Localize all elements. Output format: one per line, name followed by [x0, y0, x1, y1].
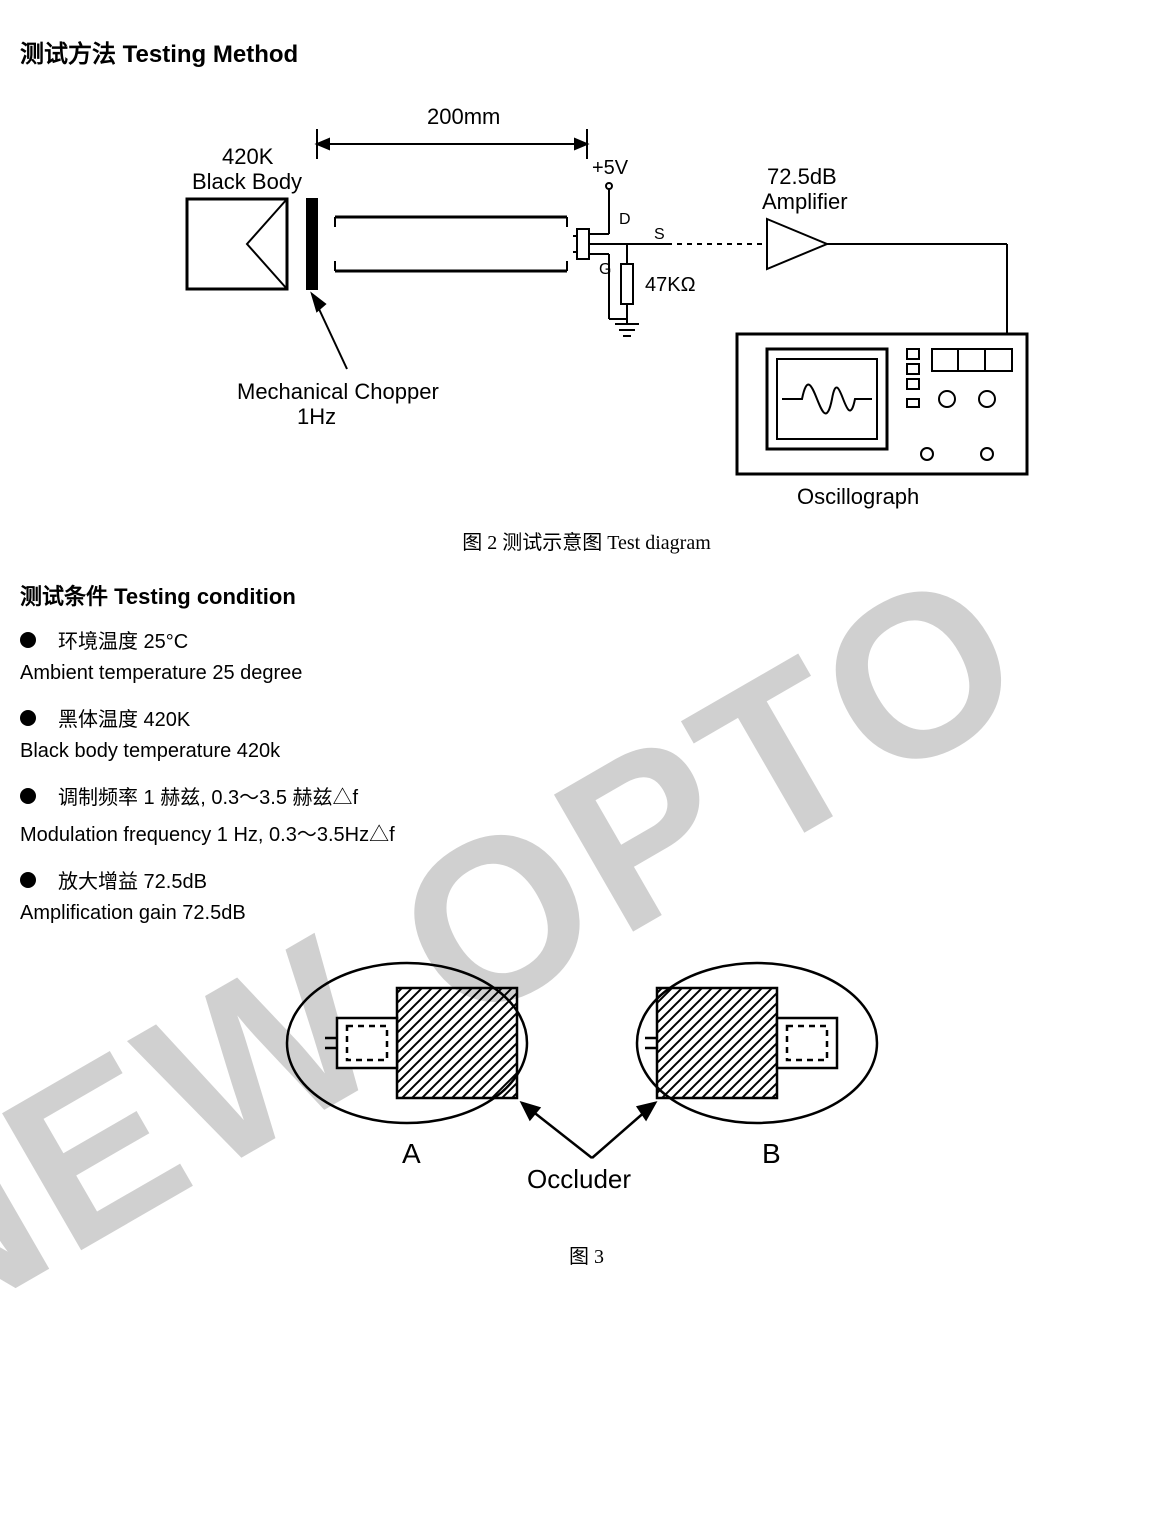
condition-en: Amplification gain 72.5dB — [20, 902, 1153, 925]
bullet-icon — [20, 788, 36, 804]
condition-item: 调制频率 1 赫兹, 0.3～3.5 赫兹△f — [20, 781, 1153, 810]
test-diagram-figure: 200mm 420K Black Body — [80, 89, 1153, 514]
pin-d-label: D — [619, 211, 631, 228]
condition-en: Modulation frequency 1 Hz, 0.3～3.5Hz△f — [20, 818, 1153, 847]
label-a: A — [402, 1138, 421, 1169]
occluder-figure: A B Occluder — [20, 943, 1153, 1228]
condition-en: Black body temperature 420k — [20, 740, 1153, 763]
chopper-label-1: Mechanical Chopper — [237, 379, 439, 404]
condition-zh: 环境温度 25°C — [58, 625, 188, 654]
amp-label-1: 72.5dB — [767, 164, 837, 189]
condition-en: Ambient temperature 25 degree — [20, 662, 1153, 685]
distance-label: 200mm — [427, 104, 500, 129]
blackbody-label-2: Black Body — [192, 169, 302, 194]
bullet-icon — [20, 632, 36, 648]
label-b: B — [762, 1138, 781, 1169]
figure-3-caption: 图 3 — [20, 1240, 1153, 1269]
condition-zh: 放大增益 72.5dB — [58, 865, 207, 894]
condition-item: 放大增益 72.5dB — [20, 865, 1153, 894]
voltage-label: +5V — [592, 157, 629, 179]
section-testing-method-title: 测试方法 Testing Method — [20, 34, 1153, 69]
oscillograph-label: Oscillograph — [797, 484, 919, 509]
section-testing-condition-title: 测试条件 Testing condition — [20, 579, 1153, 611]
amp-label-2: Amplifier — [762, 189, 848, 214]
pin-s-label: S — [654, 226, 665, 243]
condition-zh: 黑体温度 420K — [58, 703, 190, 732]
resistor-label: 47KΩ — [645, 274, 696, 296]
figure-2-caption: 图 2 测试示意图 Test diagram — [20, 526, 1153, 555]
occluder-label: Occluder — [527, 1164, 631, 1194]
bullet-icon — [20, 710, 36, 726]
chopper-label-2: 1Hz — [297, 404, 336, 429]
condition-zh: 调制频率 1 赫兹, 0.3～3.5 赫兹△f — [58, 781, 358, 810]
condition-item: 环境温度 25°C — [20, 625, 1153, 654]
blackbody-label-1: 420K — [222, 144, 274, 169]
bullet-icon — [20, 872, 36, 888]
condition-item: 黑体温度 420K — [20, 703, 1153, 732]
